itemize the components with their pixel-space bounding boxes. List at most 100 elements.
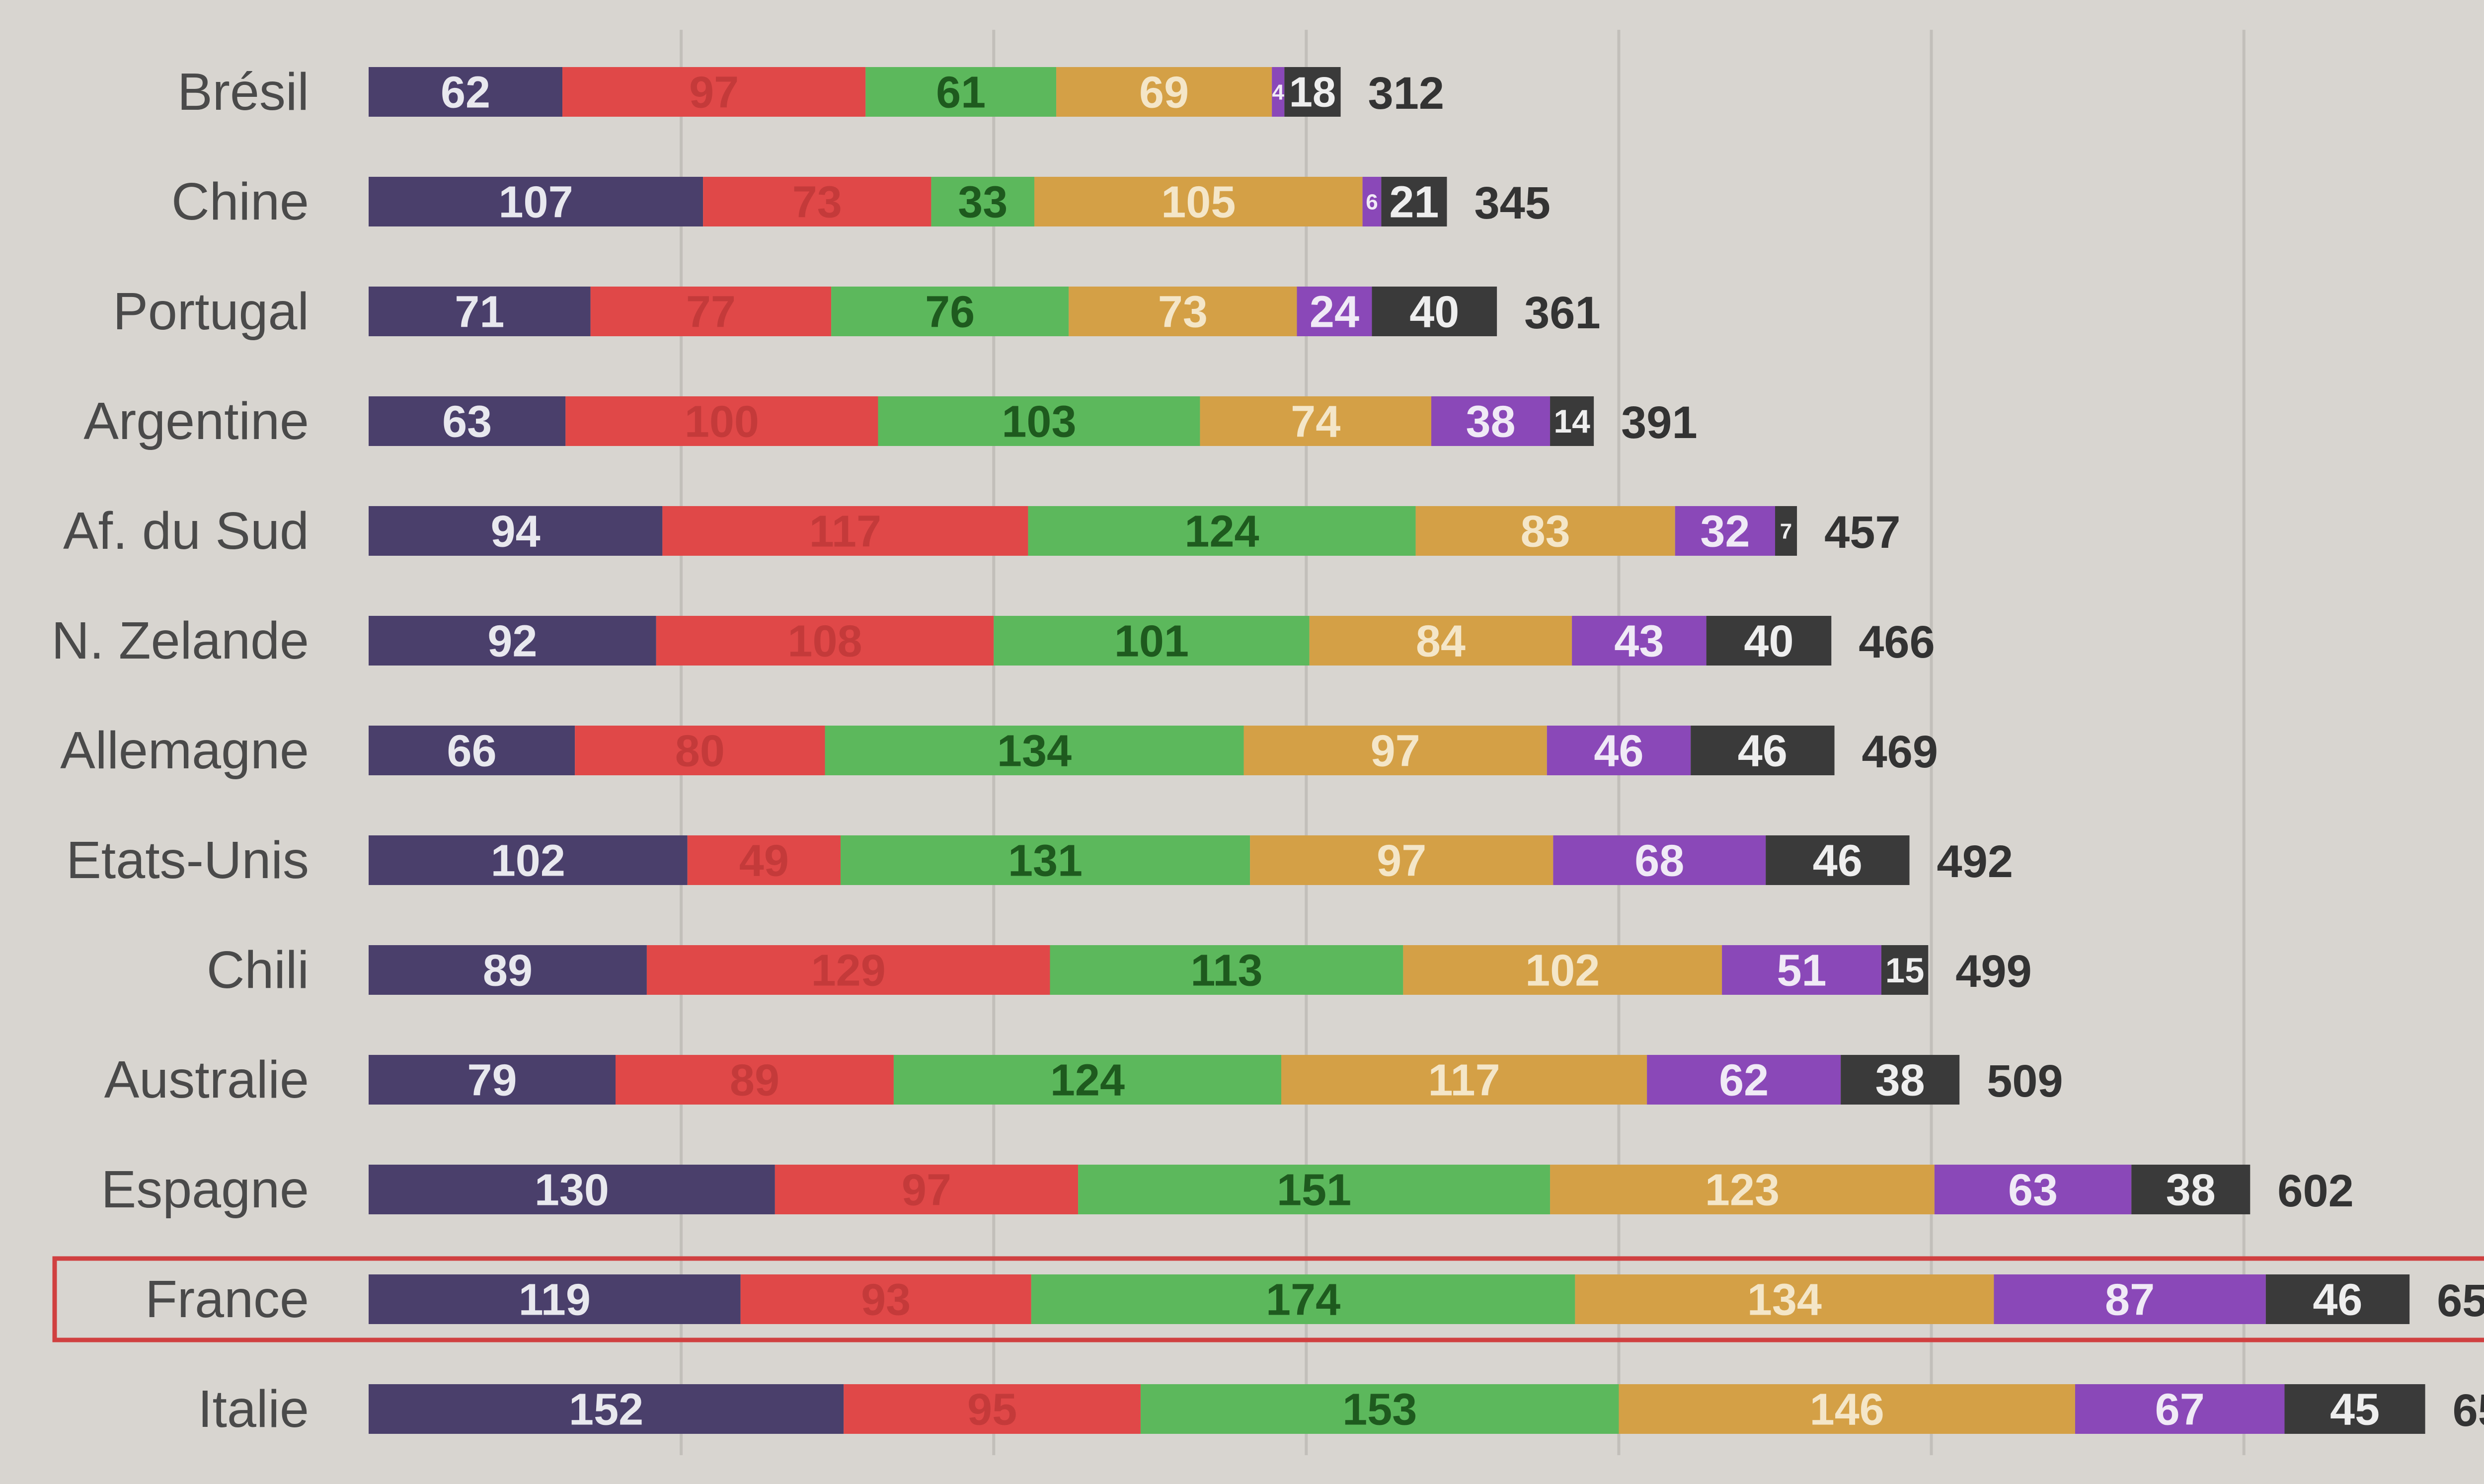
total-value-label: 653 [2437, 1275, 2484, 1326]
segment-value-label: 100 [685, 397, 759, 447]
total-value-label: 469 [1862, 727, 1939, 777]
segment-value-label: 130 [535, 1166, 609, 1215]
segment-value-label: 46 [1738, 727, 1787, 776]
bar-segment [931, 177, 1035, 226]
segment-value-label: 73 [792, 178, 842, 227]
bar-segment [994, 616, 1310, 666]
segment-value-label: 107 [498, 178, 573, 227]
bar-segment [1553, 835, 1766, 885]
category-label: N. Zelande [51, 611, 309, 670]
bar-segment [2131, 1165, 2251, 1214]
segment-value-label: 66 [447, 727, 497, 776]
segment-value-label: 95 [967, 1385, 1017, 1435]
bar-segment [1881, 945, 1929, 995]
bar-segment [369, 945, 647, 995]
category-label: Espagne [101, 1160, 309, 1219]
bar-segment [1675, 506, 1776, 556]
bar-segment [369, 177, 703, 226]
bar-segment [616, 1055, 894, 1105]
bar-segment [369, 287, 591, 336]
segment-value-label: 38 [1875, 1056, 1925, 1106]
segment-value-label: 49 [739, 836, 789, 886]
bar-segment [1934, 1165, 2132, 1214]
bar-segment [1372, 287, 1497, 336]
category-label: Australie [104, 1050, 309, 1109]
segment-value-label: 117 [809, 507, 881, 557]
category-label: Etats-Unis [66, 831, 309, 890]
bar-segment [369, 396, 566, 446]
bar-segment [369, 1274, 741, 1324]
segment-value-label: 97 [902, 1166, 951, 1215]
total-value-label: 361 [1524, 288, 1601, 338]
bar-segment [2265, 1274, 2410, 1324]
bar-segment [1140, 1384, 1619, 1434]
bar-segment [1078, 1165, 1551, 1214]
total-value-label: 391 [1621, 397, 1698, 448]
bar-segment [740, 1274, 1031, 1324]
bar-segment [1297, 287, 1372, 336]
bar-segment [1284, 67, 1341, 117]
segment-value-label: 97 [1371, 727, 1420, 776]
category-label: Af. du Sud [63, 502, 309, 560]
bar-segment [1550, 1165, 1935, 1214]
bar-segment [369, 67, 563, 117]
bar-segment [1028, 506, 1416, 556]
segment-value-label: 97 [1377, 836, 1426, 886]
segment-value-label: 79 [467, 1056, 517, 1106]
segment-value-label: 89 [730, 1056, 779, 1106]
segment-value-label: 119 [519, 1275, 591, 1325]
segment-value-label: 40 [1409, 288, 1459, 337]
segment-value-label: 152 [569, 1385, 643, 1435]
total-value-label: 466 [1859, 617, 1935, 668]
bar-segment [369, 506, 663, 556]
segment-value-label: 51 [1777, 946, 1826, 996]
segment-value-label: 7 [1780, 519, 1792, 543]
bar-segment [840, 835, 1250, 885]
segment-value-label: 63 [2008, 1166, 2058, 1215]
bar-segment [1994, 1274, 2266, 1324]
segment-value-label: 123 [1705, 1166, 1780, 1215]
bar-segment [1281, 1055, 1647, 1105]
bar-segment [1706, 616, 1832, 666]
bar-segment [865, 67, 1057, 117]
bar-segment [1050, 945, 1403, 995]
bar-segment [1069, 287, 1297, 336]
segment-value-label: 151 [1277, 1166, 1351, 1215]
bar-segment [1572, 616, 1707, 666]
category-label: Italie [198, 1380, 309, 1438]
segment-value-label: 174 [1266, 1275, 1340, 1325]
segment-value-label: 102 [491, 836, 565, 886]
segment-value-label: 103 [1002, 397, 1076, 447]
segment-value-label: 46 [1594, 727, 1643, 776]
category-label: Chili [207, 941, 309, 999]
bar-segment [1381, 177, 1447, 226]
bar-segment [1309, 616, 1572, 666]
segment-value-label: 61 [936, 68, 986, 118]
bar-segment [1550, 396, 1594, 446]
segment-value-label: 67 [2155, 1385, 2205, 1435]
bar-segment [1575, 1274, 1994, 1324]
bar-segment [662, 506, 1028, 556]
category-label: Argentine [83, 392, 309, 450]
segment-value-label: 87 [2105, 1275, 2155, 1325]
bar-segment [1415, 506, 1675, 556]
bar-segment [590, 287, 832, 336]
segment-value-label: 108 [787, 617, 862, 667]
segment-value-label: 129 [811, 946, 886, 996]
segment-value-label: 105 [1161, 178, 1236, 227]
segment-value-label: 4 [1272, 80, 1284, 104]
segment-value-label: 46 [1813, 836, 1863, 886]
total-value-label: 492 [1937, 836, 2014, 887]
segment-value-label: 101 [1114, 617, 1189, 667]
segment-value-label: 46 [2313, 1275, 2362, 1325]
segment-value-label: 69 [1139, 68, 1189, 118]
bar-segment [2284, 1384, 2425, 1434]
segment-value-label: 124 [1184, 507, 1259, 557]
bar-segment [575, 726, 825, 775]
segment-value-label: 124 [1050, 1056, 1125, 1106]
bar-segment [844, 1384, 1141, 1434]
segment-value-label: 63 [442, 397, 492, 447]
segment-value-label: 21 [1389, 178, 1439, 227]
bar-segment [775, 1165, 1079, 1214]
